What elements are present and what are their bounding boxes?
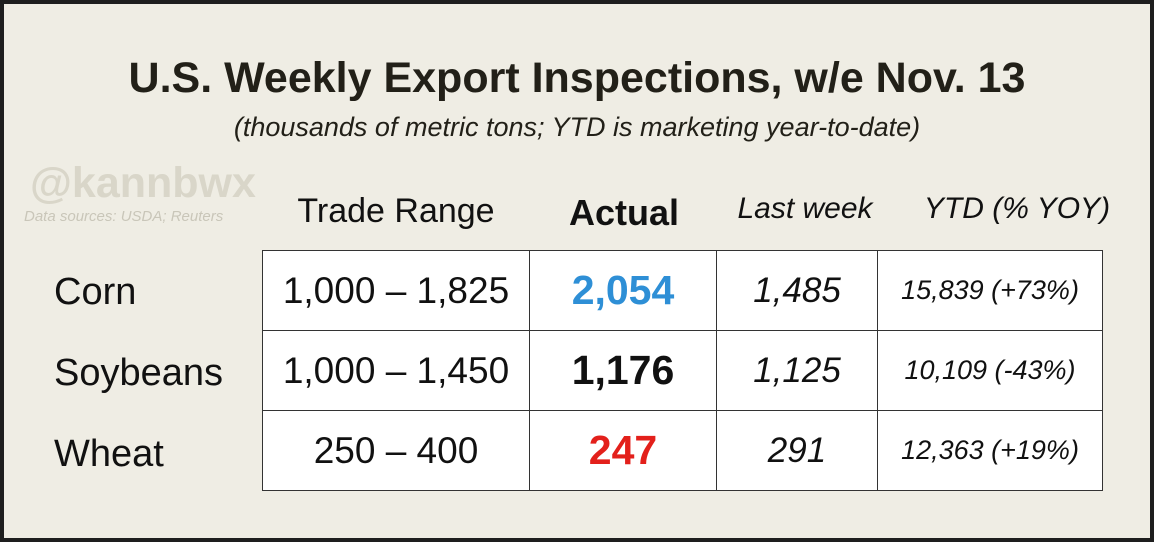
trade-range-cell: 1,000 – 1,825: [262, 250, 530, 331]
table-row: 1,000 – 1,450 1,176 1,125 10,109 (-43%): [262, 330, 1103, 411]
actual-cell: 247: [529, 410, 717, 491]
column-header-ytd: YTD (% YOY): [923, 192, 1111, 225]
trade-range-cell: 1,000 – 1,450: [262, 330, 530, 411]
ytd-cell: 10,109 (-43%): [877, 330, 1103, 411]
row-label-corn: Corn: [54, 271, 137, 313]
actual-cell: 2,054: [529, 250, 717, 331]
row-label-wheat: Wheat: [54, 433, 164, 475]
column-header-last-week: Last week: [737, 192, 873, 225]
actual-cell: 1,176: [529, 330, 717, 411]
chart-title: U.S. Weekly Export Inspections, w/e Nov.…: [128, 54, 1026, 102]
data-sources-note: Data sources: USDA; Reuters: [24, 208, 224, 225]
table-row: 1,000 – 1,825 2,054 1,485 15,839 (+73%): [262, 250, 1103, 331]
watermark-handle: @kannbwx: [30, 159, 256, 207]
row-label-soybeans: Soybeans: [54, 352, 224, 394]
data-table: 1,000 – 1,825 2,054 1,485 15,839 (+73%) …: [262, 250, 1103, 491]
ytd-cell: 15,839 (+73%): [877, 250, 1103, 331]
last-week-cell: 1,485: [716, 250, 878, 331]
column-header-trade-range: Trade Range: [297, 192, 495, 230]
ytd-cell: 12,363 (+19%): [877, 410, 1103, 491]
chart-subtitle: (thousands of metric tons; YTD is market…: [233, 112, 921, 142]
table-row: 250 – 400 247 291 12,363 (+19%): [262, 410, 1103, 491]
column-header-actual: Actual: [568, 192, 680, 233]
trade-range-cell: 250 – 400: [262, 410, 530, 491]
last-week-cell: 291: [716, 410, 878, 491]
last-week-cell: 1,125: [716, 330, 878, 411]
